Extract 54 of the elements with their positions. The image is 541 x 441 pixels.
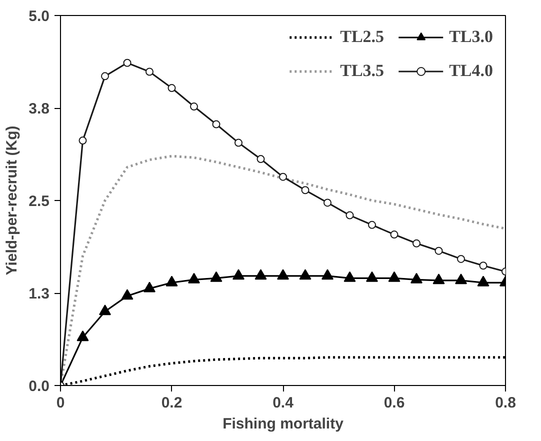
x-tick-label: 0.6 (384, 394, 405, 412)
point (212, 120, 220, 128)
point (166, 276, 178, 286)
legend-label: TL2.5 (340, 27, 384, 47)
y-tick-label: 5.0 (28, 8, 50, 25)
point (366, 271, 378, 282)
point (190, 102, 198, 111)
point (457, 254, 465, 263)
x-tick-label: 0.8 (495, 394, 516, 412)
point (78, 136, 87, 145)
point (254, 269, 267, 280)
point (344, 271, 356, 282)
point (346, 211, 354, 220)
point (412, 239, 420, 248)
point (432, 274, 445, 284)
point (455, 274, 467, 284)
point (210, 271, 222, 282)
x-tick-label: 0.2 (161, 394, 182, 412)
point (234, 138, 242, 147)
x-tick-label: 0 (56, 394, 65, 412)
point (144, 282, 156, 292)
point (324, 198, 332, 207)
point (388, 271, 400, 282)
legend-label: TL3.0 (449, 27, 493, 47)
x-tick-label: 0.4 (272, 394, 294, 412)
point (256, 155, 265, 164)
y-tick-label: 2.5 (28, 193, 50, 210)
point (101, 72, 109, 80)
point (146, 68, 154, 76)
point (390, 230, 398, 239)
point (168, 84, 176, 92)
y-axis-title: Yield-per-recruit (Kg) (4, 126, 21, 276)
point (322, 269, 334, 280)
point (99, 304, 111, 316)
point (299, 269, 312, 280)
point (277, 269, 289, 280)
y-tick-label: 0.0 (28, 378, 50, 395)
legend-label: TL4.0 (449, 61, 493, 81)
y-tick-label: 1.3 (28, 286, 50, 302)
point (76, 330, 89, 342)
point (121, 289, 134, 300)
legend-label: TL3.5 (340, 61, 384, 81)
point (232, 269, 244, 280)
x-axis-title: Fishing mortality (222, 416, 344, 432)
y-tick-label: 3.8 (28, 100, 50, 118)
point (301, 186, 310, 194)
point (188, 272, 200, 284)
point (434, 246, 443, 255)
point (368, 220, 376, 229)
point (479, 262, 488, 270)
point (279, 172, 287, 181)
point (123, 58, 132, 67)
point (477, 276, 490, 286)
point (410, 272, 422, 284)
